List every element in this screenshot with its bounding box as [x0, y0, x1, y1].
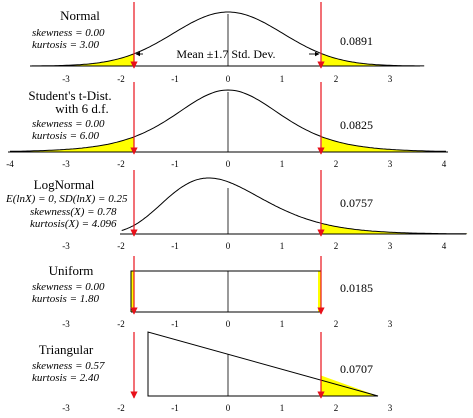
- panel-normal: Mean ±1.7 Std. Dev. Normal skewness = 0.…: [30, 2, 425, 84]
- panel-lognormal: LogNormal E(lnX) = 0, SD(lnX) = 0.25 ske…: [5, 170, 468, 251]
- tick-label: 0: [226, 241, 231, 251]
- tick-label: 0: [226, 403, 231, 413]
- lognormal-title: LogNormal: [34, 177, 95, 192]
- triangular-skewness: skewness = 0.57: [32, 360, 105, 372]
- triangular-tick-labels: -3 -2 -1 0 1 2 3: [62, 403, 393, 413]
- lognormal-kurtosis: kurtosis(X) = 4.096: [30, 218, 117, 230]
- mean-range-callout-label: Mean ±1.7 Std. Dev.: [176, 47, 275, 61]
- panel-triangular: Triangular skewness = 0.57 kurtosis = 2.…: [32, 331, 393, 413]
- tick-label: -2: [117, 241, 125, 251]
- tick-label: 4: [442, 159, 447, 169]
- tick-label: -2: [117, 159, 125, 169]
- triangular-right-tail-area: [321, 375, 378, 396]
- student-t-skewness: skewness = 0.00: [32, 118, 105, 130]
- tick-label: -1: [171, 159, 179, 169]
- lognormal-right-tail-area: [321, 223, 468, 234]
- triangular-kurtosis: kurtosis = 2.40: [32, 372, 100, 384]
- uniform-left-tail-area: [131, 271, 134, 312]
- tick-label: -1: [171, 74, 179, 84]
- uniform-title: Uniform: [49, 263, 94, 278]
- tick-label: 2: [334, 319, 339, 329]
- lognormal-log-moments: E(lnX) = 0, SD(lnX) = 0.25: [5, 193, 128, 205]
- tick-label: 1: [280, 159, 285, 169]
- tick-label: 0: [226, 159, 231, 169]
- tick-label: -3: [62, 319, 70, 329]
- normal-tick-labels: -3 -2 -1 0 1 2 3: [62, 74, 393, 84]
- tick-label: -2: [117, 74, 125, 84]
- tick-label: 1: [280, 74, 285, 84]
- normal-kurtosis: kurtosis = 3.00: [32, 39, 100, 51]
- uniform-tick-labels: -3 -2 -1 0 1 2 3: [62, 319, 393, 329]
- tick-label: -2: [117, 319, 125, 329]
- lognormal-tick-labels: -3 -2 -1 0 1 2 3 4: [62, 241, 447, 251]
- tick-label: 3: [388, 159, 393, 169]
- normal-tail-probability: 0.0891: [340, 34, 373, 48]
- lognormal-skewness: skewness(X) = 0.78: [30, 206, 117, 218]
- triangular-tail-probability: 0.0707: [340, 362, 373, 376]
- student-t-left-tail-area: [10, 136, 135, 152]
- tick-label: 4: [442, 241, 447, 251]
- tick-label: 3: [388, 74, 393, 84]
- tick-label: 2: [334, 159, 339, 169]
- normal-density-curve: [31, 11, 425, 67]
- tick-label: -1: [171, 319, 179, 329]
- tick-label: -4: [6, 159, 14, 169]
- normal-right-tail-area: [321, 53, 425, 66]
- tick-label: 1: [280, 319, 285, 329]
- tick-label: 2: [334, 241, 339, 251]
- uniform-kurtosis: kurtosis = 1.80: [32, 293, 100, 305]
- tick-label: 0: [226, 319, 231, 329]
- uniform-density-outline: [130, 270, 322, 312]
- tick-label: -1: [171, 241, 179, 251]
- student-t-tail-probability: 0.0825: [340, 118, 373, 132]
- normal-title: Normal: [60, 8, 100, 23]
- uniform-tail-probability: 0.0185: [340, 281, 373, 295]
- tick-label: 2: [334, 74, 339, 84]
- tick-label: 1: [280, 241, 285, 251]
- lognormal-density-curve: [121, 177, 467, 235]
- panel-student-t: Student's t-Dist. with 6 d.f. skewness =…: [6, 82, 448, 169]
- triangular-title: Triangular: [39, 342, 94, 357]
- tick-label: 3: [388, 403, 393, 413]
- normal-left-tail-area: [31, 53, 135, 66]
- student-t-title-df: with 6 d.f.: [55, 101, 108, 116]
- tick-label: -3: [62, 241, 70, 251]
- tick-label: -2: [117, 403, 125, 413]
- tick-label: 0: [226, 74, 231, 84]
- tick-label: -3: [62, 74, 70, 84]
- normal-skewness: skewness = 0.00: [32, 27, 105, 39]
- student-t-density-curve: [10, 89, 446, 152]
- uniform-skewness: skewness = 0.00: [32, 281, 105, 293]
- tick-label: 1: [280, 403, 285, 413]
- student-t-tick-labels: -4 -3 -2 -1 0 1 2 3 4: [6, 159, 447, 169]
- tick-label: 2: [334, 403, 339, 413]
- panel-uniform: Uniform skewness = 0.00 kurtosis = 1.80 …: [32, 256, 393, 329]
- tick-label: -3: [62, 403, 70, 413]
- tick-label: 3: [388, 319, 393, 329]
- tick-label: -3: [62, 159, 70, 169]
- lognormal-tail-probability: 0.0757: [340, 196, 373, 210]
- tick-label: 3: [388, 241, 393, 251]
- student-t-title: Student's t-Dist.: [28, 88, 111, 103]
- uniform-right-tail-area: [318, 271, 321, 312]
- student-t-right-tail-area: [321, 136, 446, 152]
- tick-label: -1: [171, 403, 179, 413]
- student-t-kurtosis: kurtosis = 6.00: [32, 130, 100, 142]
